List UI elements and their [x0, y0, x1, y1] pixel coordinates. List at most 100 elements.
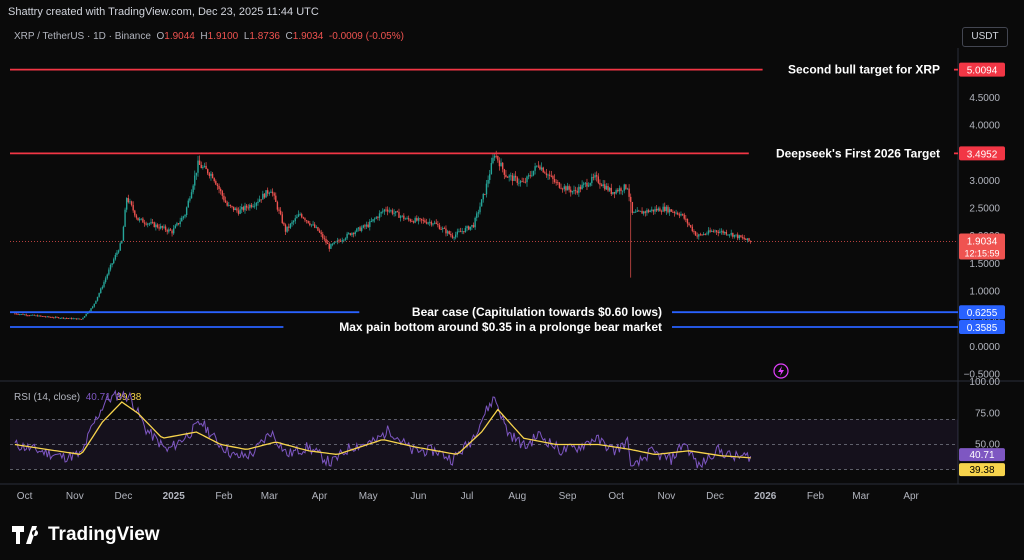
- candle-body: [702, 234, 705, 235]
- candle-body: [437, 223, 439, 226]
- candle-body: [103, 282, 105, 287]
- time-axis-tick: Jun: [410, 491, 426, 502]
- candle-body: [730, 233, 732, 235]
- candle-body: [30, 315, 32, 316]
- candle-body: [591, 176, 593, 184]
- price-axis-tick: 2.5000: [969, 203, 1000, 214]
- annotation-label-bg: [762, 61, 954, 78]
- candle-body: [218, 185, 220, 190]
- candle-body: [608, 187, 611, 191]
- candle-body: [532, 170, 535, 176]
- candle-body: [333, 242, 335, 244]
- candle-body: [655, 208, 658, 211]
- candle-body: [659, 208, 661, 212]
- candle-body: [80, 319, 83, 320]
- price-axis-tick: 1.0000: [969, 286, 1000, 297]
- candle-body: [242, 207, 245, 211]
- candle-body: [711, 231, 713, 232]
- candle-body: [185, 207, 188, 216]
- candle-body: [312, 224, 314, 226]
- candle-body: [662, 206, 664, 212]
- candle-body: [388, 210, 390, 212]
- candle-body: [210, 173, 212, 176]
- candle-body: [490, 163, 493, 175]
- annotation-label: Max pain bottom around $0.35 in a prolon…: [339, 320, 662, 334]
- candle-body: [427, 222, 429, 224]
- rsi-line: [14, 389, 752, 469]
- candle-body: [85, 313, 87, 317]
- candle-body: [156, 224, 159, 228]
- candle-body: [72, 318, 74, 320]
- brand-name: TradingView: [48, 524, 160, 545]
- candle-body: [377, 217, 379, 218]
- candle-body: [414, 218, 416, 223]
- candle-body: [386, 209, 389, 212]
- annotation-label: Second bull target for XRP: [788, 63, 940, 77]
- candle-body: [66, 318, 68, 319]
- candle-body: [113, 259, 115, 264]
- candle-body: [547, 174, 549, 176]
- candle-body: [401, 215, 403, 217]
- candle-body: [732, 233, 734, 237]
- candle-body: [289, 223, 292, 228]
- annotation-price-tag: [959, 319, 1005, 334]
- annotation-price-tag-text: 5.0094: [967, 66, 998, 77]
- candle-body: [743, 237, 745, 240]
- candle-body: [636, 210, 638, 212]
- time-axis-tick: Mar: [852, 491, 870, 502]
- candle-body: [749, 240, 752, 242]
- candle-body: [262, 193, 264, 200]
- candle-body: [568, 186, 570, 190]
- candle-body: [600, 184, 603, 187]
- candle-body: [124, 209, 126, 227]
- candle-body: [184, 215, 186, 217]
- rsi-value-tag: [959, 448, 1005, 462]
- candle-body: [403, 215, 405, 219]
- candle-body: [351, 233, 353, 236]
- candle-body: [565, 186, 567, 191]
- candle-body: [176, 223, 178, 226]
- candle-body: [305, 220, 308, 222]
- candle-body: [688, 223, 690, 226]
- tradingview-logo[interactable]: TradingView: [12, 524, 160, 546]
- candle-body: [725, 231, 728, 235]
- candle-body: [95, 300, 97, 304]
- candle-body: [43, 316, 45, 318]
- candle-body: [160, 226, 162, 229]
- candle-body: [617, 190, 619, 192]
- candle-body: [709, 230, 711, 232]
- candle-body: [506, 177, 509, 178]
- candle-body: [104, 278, 107, 283]
- candle-body: [724, 231, 726, 234]
- candle-body: [207, 169, 209, 174]
- candle-body: [125, 198, 128, 210]
- candle-body: [119, 243, 121, 251]
- candle-body: [382, 211, 384, 213]
- candle-body: [398, 211, 400, 218]
- candle-body: [696, 235, 698, 237]
- candle-body: [83, 316, 86, 318]
- candle-body: [224, 200, 227, 203]
- candle-body: [435, 222, 437, 224]
- candle-body: [553, 179, 556, 183]
- candle-body: [323, 238, 326, 240]
- currency-button[interactable]: USDT: [962, 27, 1008, 47]
- candle-body: [644, 211, 647, 213]
- candle-body: [571, 191, 574, 193]
- candle-body: [93, 303, 95, 307]
- candle-body: [19, 314, 21, 316]
- symbol-info-bar: XRP / TetherUS · 1D · Binance O1.9044 H1…: [14, 31, 404, 42]
- candle-body: [297, 214, 300, 217]
- candle-body: [545, 173, 548, 176]
- annotation-label-bg: [748, 145, 954, 162]
- candle-body: [232, 206, 235, 211]
- candle-body: [683, 214, 685, 219]
- candle-body: [205, 165, 207, 170]
- candle-body: [134, 210, 136, 216]
- candle-body: [675, 212, 677, 214]
- symbol-name[interactable]: XRP / TetherUS · 1D · Binance: [14, 31, 151, 42]
- candle-body: [498, 160, 501, 167]
- price-axis-tick: 4.0000: [969, 120, 1000, 131]
